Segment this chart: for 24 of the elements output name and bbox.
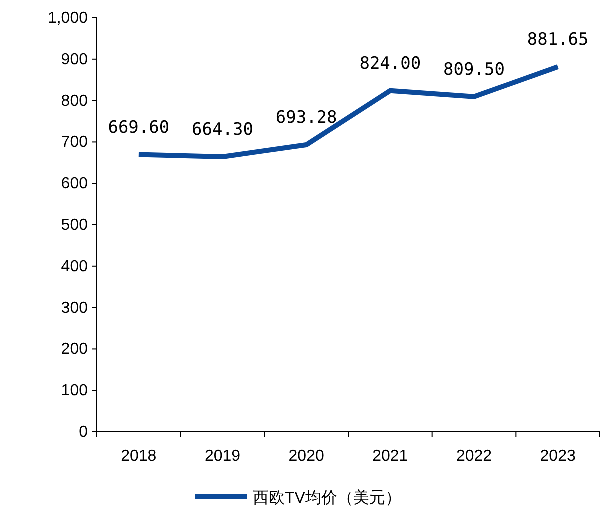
x-tick-label: 2020 xyxy=(288,448,324,465)
y-tick-label: 300 xyxy=(61,300,88,317)
data-label: 809.50 xyxy=(444,60,505,80)
x-tick-label: 2022 xyxy=(456,448,492,465)
x-tick-label: 2019 xyxy=(204,448,241,465)
data-label: 664.30 xyxy=(192,120,254,140)
y-tick-label: 100 xyxy=(61,382,88,400)
x-tick-label: 2021 xyxy=(372,448,408,465)
data-label: 669.60 xyxy=(108,118,170,138)
y-tick-label: 800 xyxy=(61,92,88,110)
data-label: 824.00 xyxy=(360,54,422,74)
legend-label: 西欧TV均价（美元） xyxy=(253,489,402,507)
y-tick-label: 500 xyxy=(61,217,88,234)
y-tick-label: 900 xyxy=(61,51,88,68)
y-tick-label: 1,000 xyxy=(48,10,88,27)
x-tick-label: 2018 xyxy=(121,448,157,465)
y-tick-label: 600 xyxy=(61,176,88,193)
y-tick-label: 700 xyxy=(61,134,88,152)
data-label: 881.65 xyxy=(527,30,589,50)
data-label: 693.28 xyxy=(276,108,338,128)
x-tick-label: 2023 xyxy=(540,448,576,465)
y-tick-label: 0 xyxy=(79,424,88,441)
y-tick-label: 400 xyxy=(61,258,88,276)
y-tick-label: 200 xyxy=(61,341,88,358)
